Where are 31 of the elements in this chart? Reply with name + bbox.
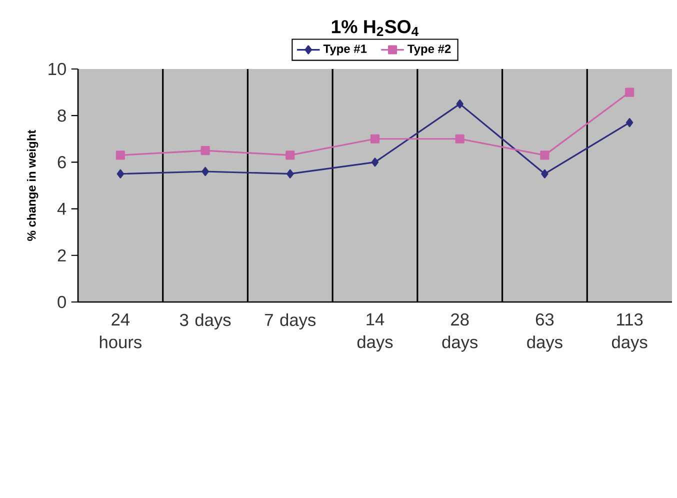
point bbox=[116, 169, 124, 178]
x-tick-label: 113 days bbox=[612, 313, 648, 352]
y-tick-label: 8 bbox=[58, 109, 66, 122]
point bbox=[200, 146, 210, 156]
point bbox=[625, 88, 634, 97]
y-axis-title: % change in weight bbox=[26, 130, 38, 241]
point bbox=[202, 166, 209, 176]
x-tick-label: 14 days bbox=[357, 313, 393, 352]
chart-title: 1% H$_{2}$SO$_{4}$ bbox=[332, 20, 419, 36]
point bbox=[371, 158, 379, 167]
legend-label: Type #1 bbox=[323, 44, 367, 56]
point bbox=[370, 134, 380, 144]
point bbox=[455, 134, 464, 144]
x-tick-label: 24 hours bbox=[100, 313, 142, 348]
legend-label: Type #2 bbox=[407, 44, 451, 56]
point bbox=[286, 169, 294, 178]
x-tick-label: 63 days bbox=[527, 313, 562, 352]
point bbox=[456, 99, 464, 108]
x-tick-label: 28 days bbox=[442, 313, 478, 352]
point bbox=[540, 150, 550, 160]
y-tick-label: 0 bbox=[58, 296, 66, 308]
y-tick-label: 4 bbox=[57, 202, 66, 215]
point bbox=[626, 118, 634, 128]
x-tick-label: 3 days bbox=[180, 313, 231, 330]
y-tick-label: 6 bbox=[58, 156, 66, 168]
point bbox=[541, 169, 548, 178]
y-tick-label: 10 bbox=[48, 62, 66, 76]
x-tick-label: 7 days bbox=[265, 313, 316, 330]
y-tick-label: 2 bbox=[58, 249, 66, 262]
point bbox=[116, 150, 125, 160]
point bbox=[286, 150, 295, 160]
